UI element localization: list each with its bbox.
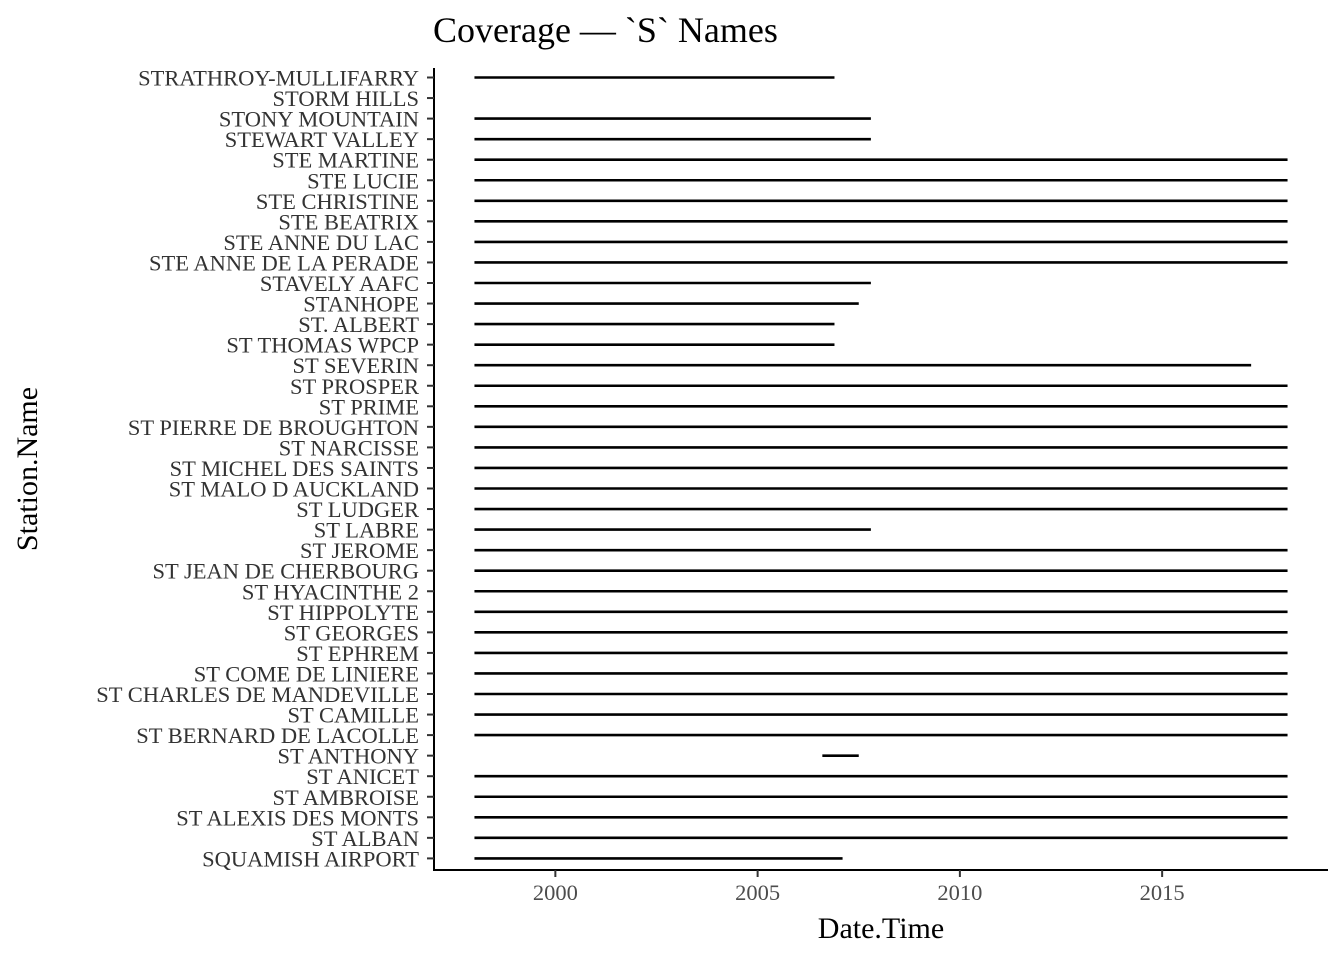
y-tick-label: STORM HILLS (273, 86, 419, 111)
x-tick-label: 2010 (937, 880, 982, 905)
y-tick-label: STE MARTINE (272, 148, 419, 173)
y-tick-label: ST MICHEL DES SAINTS (170, 456, 419, 481)
y-tick-label: ST LUDGER (296, 497, 419, 522)
y-tick-label: STANHOPE (303, 292, 419, 317)
y-tick-label: ST COME DE LINIERE (194, 661, 419, 686)
y-tick-label: STAVELY AAFC (260, 271, 419, 296)
y-tick-label: ST NARCISSE (279, 435, 419, 460)
y-tick-label: ST LABRE (314, 518, 419, 543)
y-tick-label: ST BERNARD DE LACOLLE (136, 723, 419, 748)
y-tick-label: STE LUCIE (307, 168, 419, 193)
y-tick-label: ST MALO D AUCKLAND (169, 477, 419, 502)
y-tick-label: ST CAMILLE (288, 703, 419, 728)
y-tick-label: STE ANNE DE LA PERADE (149, 250, 419, 275)
x-tick-label: 2005 (735, 880, 780, 905)
y-tick-label: ST EPHREM (296, 641, 419, 666)
y-tick-label: ST PRIME (319, 394, 419, 419)
y-tick-label: ST AMBROISE (272, 785, 419, 810)
y-tick-label: STONY MOUNTAIN (219, 107, 419, 132)
x-tick-label: 2015 (1140, 880, 1185, 905)
y-tick-label: ST ALEXIS DES MONTS (176, 805, 419, 830)
x-axis-ticks: 2000 2005 2010 2015 (533, 870, 1185, 905)
y-tick-label: ST THOMAS WPCP (226, 333, 419, 358)
y-tick-label: ST PIERRE DE BROUGHTON (128, 415, 419, 440)
coverage-bars (474, 76, 1288, 860)
y-tick-label: ST CHARLES DE MANDEVILLE (96, 682, 419, 707)
x-tick-label: 2000 (533, 880, 578, 905)
y-tick-label: STEWART VALLEY (225, 127, 419, 152)
chart-title: Coverage — `S` Names (433, 10, 778, 50)
y-tick-label: ST ALBAN (311, 826, 419, 851)
x-axis-title: Date.Time (818, 912, 944, 945)
y-tick-label: STRATHROY-MULLIFARRY (138, 66, 419, 91)
y-tick-label: ST GEORGES (284, 620, 419, 645)
y-tick-label: STE CHRISTINE (256, 189, 419, 214)
y-tick-label: STE ANNE DU LAC (223, 230, 419, 255)
y-tick-label: ST HYACINTHE 2 (242, 579, 419, 604)
y-tick-label: ST HIPPOLYTE (267, 600, 419, 625)
y-tick-label: STE BEATRIX (278, 209, 419, 234)
y-tick-label: ST. ALBERT (298, 312, 419, 337)
y-tick-label: SQUAMISH AIRPORT (202, 846, 419, 871)
y-tick-label: ST ANICET (306, 764, 419, 789)
y-tick-label: ST SEVERIN (293, 353, 419, 378)
y-tick-label: ST JEAN DE CHERBOURG (153, 559, 419, 584)
y-axis-title: Station.Name (11, 387, 44, 551)
y-tick-label: ST ANTHONY (278, 744, 419, 769)
y-tick-label: ST PROSPER (290, 374, 419, 399)
y-tick-label: ST JEROME (300, 538, 419, 563)
